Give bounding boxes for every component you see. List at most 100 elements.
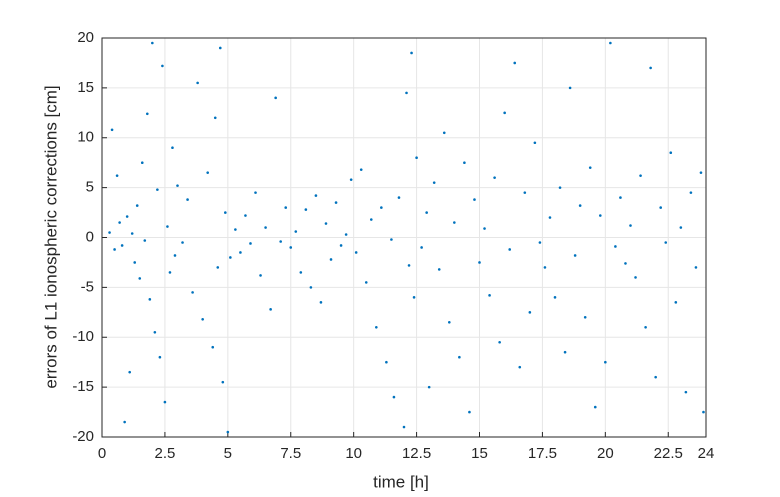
point [369,218,373,221]
x-tick-label: 15 [471,445,488,462]
point [161,64,164,68]
point [171,146,174,150]
point [380,206,383,209]
y-tick-label: -15 [72,378,94,395]
point [568,86,572,90]
point [619,196,622,199]
point [425,211,428,214]
point [334,201,338,204]
point [218,46,222,50]
point [558,186,562,189]
point [349,178,353,181]
point [458,355,461,359]
point [156,188,159,191]
point [216,266,220,269]
point [415,156,418,159]
point [448,320,451,324]
point [659,206,662,209]
point [319,301,323,304]
point [196,81,199,85]
point [392,395,396,399]
point [354,251,358,254]
point [364,281,368,284]
y-tick-label: -5 [81,278,94,295]
point [599,214,602,217]
point [294,230,298,233]
x-tick-label: 12.5 [402,445,431,462]
point [420,246,423,249]
point [385,360,388,364]
point [108,231,111,234]
point [211,345,215,349]
point [593,405,597,409]
point [140,161,144,164]
point [163,400,167,404]
point [543,266,547,269]
point [359,168,363,171]
point [113,248,116,251]
point [407,264,411,267]
point [213,116,217,120]
plot-frame [101,37,707,438]
x-tick-label: 24 [698,445,715,462]
point [143,239,147,242]
point [123,420,126,424]
point [463,161,466,164]
point [166,225,169,228]
point [508,248,512,251]
point [146,112,149,116]
point [639,174,642,177]
y-tick-label: 20 [77,29,94,46]
point [264,226,267,229]
x-tick-label: 2.5 [154,445,175,462]
point [669,151,673,155]
point [309,286,313,289]
point [226,430,230,434]
point [314,194,318,197]
point [518,365,522,369]
point [254,191,257,194]
point [339,244,343,247]
point [498,340,501,344]
point [483,227,486,230]
point [234,228,237,231]
point [244,214,247,217]
point [437,268,441,271]
point [427,385,431,389]
point [158,355,162,359]
point [473,198,476,201]
point [702,410,705,414]
point [689,191,693,194]
point [249,242,252,245]
point [694,266,698,269]
point [402,425,406,429]
point [269,308,272,311]
point [239,251,242,254]
point [284,206,288,209]
point [274,96,277,100]
point [629,224,632,227]
point [674,301,678,304]
point [649,66,652,70]
point [573,254,577,257]
point [493,176,496,179]
point [533,141,537,145]
y-tick-label: 10 [77,129,94,146]
point [538,241,542,244]
point [168,271,172,274]
y-tick-label: -10 [72,328,94,345]
point [478,261,481,264]
x-tick-label: 10 [345,445,362,462]
point [488,294,491,297]
point [432,181,436,184]
point [279,240,282,243]
point [133,261,137,264]
point [634,276,637,279]
point [609,41,612,45]
point [186,198,189,201]
point [259,274,262,277]
point [329,258,333,261]
point [304,208,308,211]
point [118,221,121,224]
x-tick-label: 22.5 [654,445,683,462]
